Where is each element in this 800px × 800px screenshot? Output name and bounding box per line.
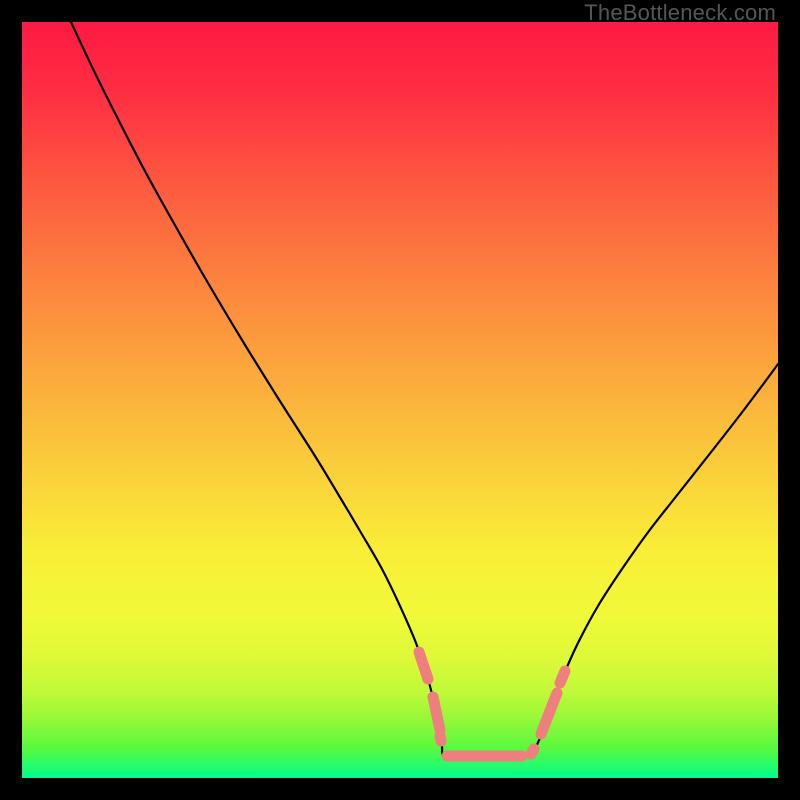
chart-svg (22, 22, 778, 778)
pink-segment-right-tip (560, 671, 565, 683)
watermark-text: TheBottleneck.com (584, 0, 776, 26)
pink-segment-left-lower (433, 697, 440, 730)
plot-area (22, 22, 778, 778)
pink-segment-right-dot (531, 749, 534, 754)
pink-segment-left-dot-1 (440, 736, 441, 741)
gradient-background (22, 22, 778, 778)
